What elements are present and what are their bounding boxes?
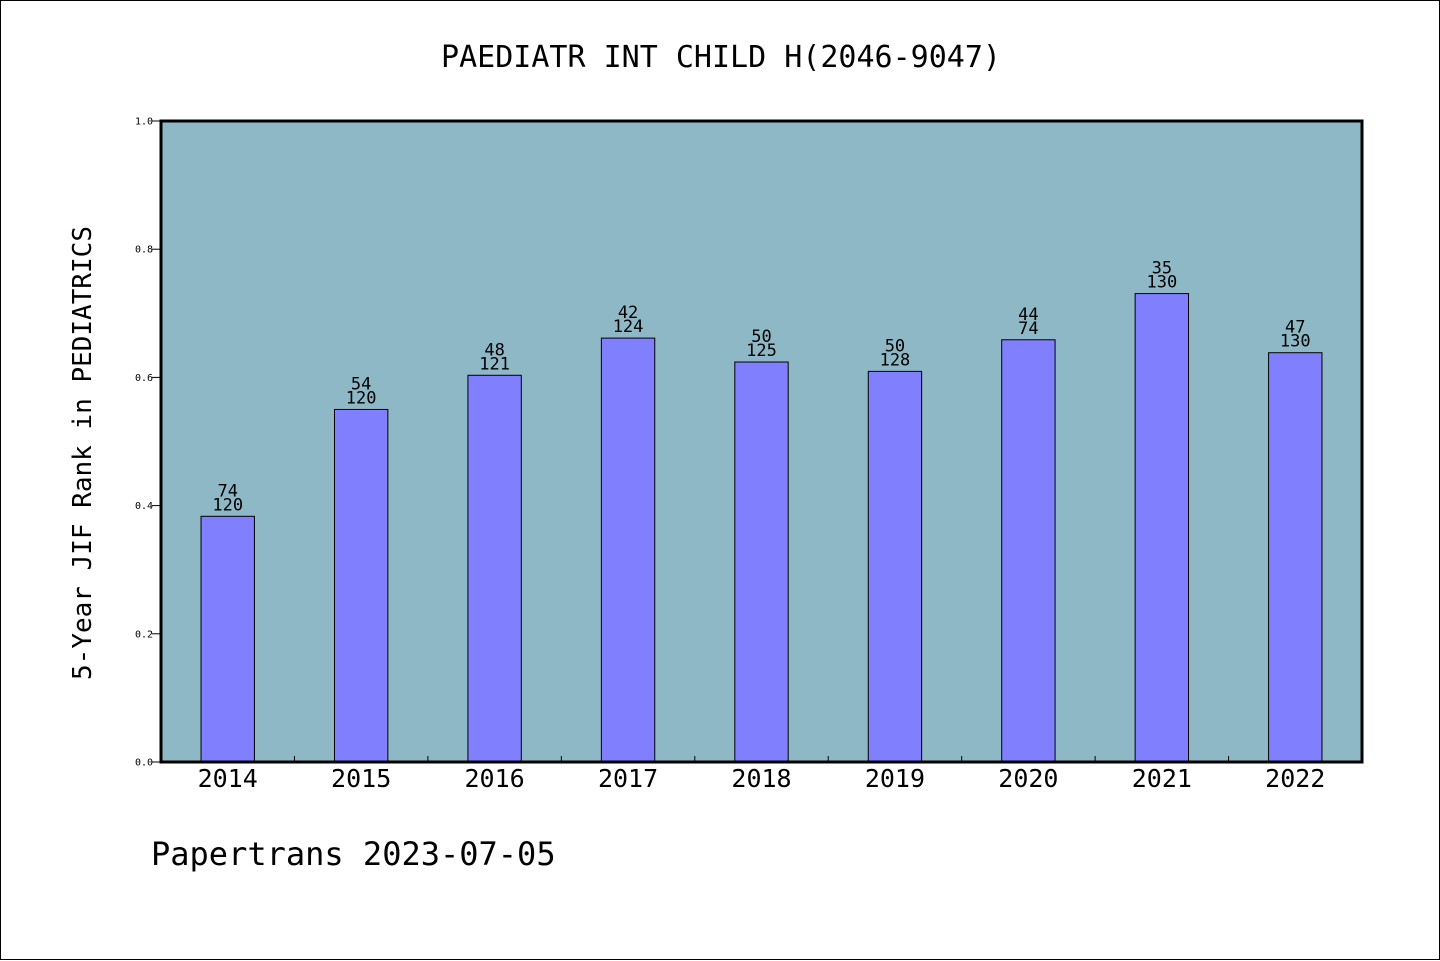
bar-2017 (600, 337, 656, 763)
bar-label-2017-line2: 124 (613, 317, 644, 337)
bar-label-2014-line1: 74 (217, 481, 237, 501)
x-tick-label-2020: 2020 (998, 764, 1058, 793)
bar-label-2021-line2: 130 (1146, 273, 1177, 293)
x-tick-label-2019: 2019 (865, 764, 925, 793)
bar-label-2016-line2: 121 (479, 354, 510, 374)
x-tick-label-2017: 2017 (598, 764, 658, 793)
x-tick-label-2014: 2014 (198, 764, 258, 793)
bar-label-2017-line1: 42 (618, 303, 638, 323)
bar-label-2019-line1: 50 (885, 336, 905, 356)
bar-label-2020-line1: 44 (1018, 305, 1038, 325)
x-tick-label-2022: 2022 (1265, 764, 1325, 793)
y-tick-label-0.8: 0.8 (135, 245, 153, 256)
bar-2016 (467, 374, 522, 763)
bar-2021 (1134, 293, 1190, 763)
footer-credit: Papertrans 2023-07-05 (151, 835, 556, 873)
y-tick-label-0.2: 0.2 (135, 629, 153, 640)
y-axis: 0.0 0.2 0.4 0.6 0.8 1.0 (135, 117, 161, 769)
bar-label-2022-line1: 47 (1285, 318, 1305, 338)
bar-2020 (1001, 339, 1056, 763)
chart-title: PAEDIATR INT CHILD H(2046-9047) (441, 40, 1001, 75)
bar-2019 (867, 370, 923, 763)
y-tick-label-0.6: 0.6 (135, 373, 153, 384)
bar-2022 (1268, 352, 1323, 763)
bar-label-2021-line1: 35 (1152, 259, 1172, 279)
bar-2018 (734, 361, 789, 763)
bar-2014 (200, 515, 255, 763)
y-axis-label: 5-Year JIF Rank in PEDIATRICS (68, 226, 98, 680)
plot-border (159, 119, 1364, 764)
bar-label-2022-line2: 130 (1280, 332, 1311, 352)
bar-label-2018-line2: 125 (746, 341, 777, 361)
bar-label-2015-line1: 54 (351, 374, 371, 394)
y-tick-label-1.0: 1.0 (135, 117, 153, 128)
x-tick-label-2016: 2016 (465, 764, 525, 793)
bars-layer (200, 293, 1323, 763)
bar-label-2020-line2: 74 (1018, 319, 1038, 339)
y-tick-label-0.4: 0.4 (135, 501, 153, 512)
bar-label-2019-line2: 128 (880, 350, 911, 370)
x-tick-label-2015: 2015 (331, 764, 391, 793)
y-tick-label-0.0: 0.0 (135, 758, 153, 769)
bar-label-2014-line2: 120 (212, 495, 243, 515)
x-tick-label-2018: 2018 (731, 764, 791, 793)
x-axis: 2014 2015 2016 2017 2018 2019 2020 2021 2022 (198, 756, 1325, 793)
bar-2015 (333, 408, 389, 763)
x-tick-label-2021: 2021 (1132, 764, 1192, 793)
bar-label-2018-line1: 50 (751, 327, 771, 347)
bar-label-2015-line2: 120 (346, 388, 377, 408)
bar-label-2016-line1: 48 (484, 340, 504, 360)
